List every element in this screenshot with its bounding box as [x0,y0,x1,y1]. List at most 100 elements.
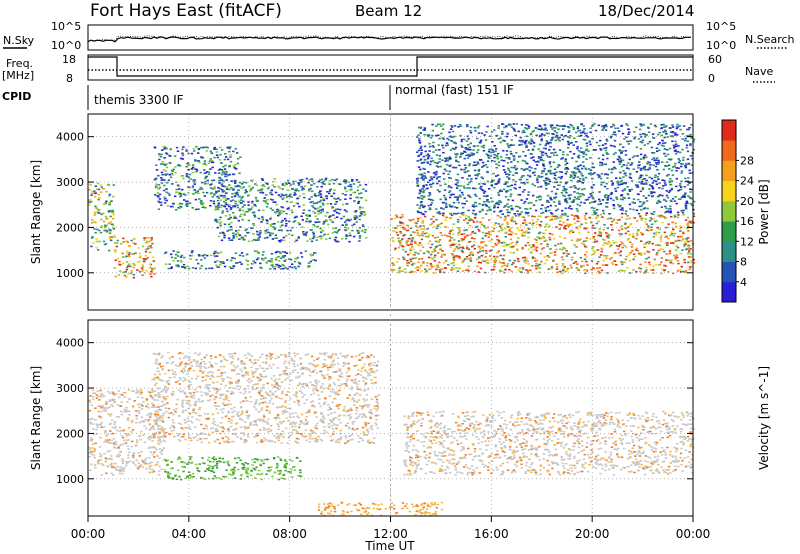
echo-cell [687,195,690,197]
echo-cell [118,264,122,266]
echo-cell [652,249,655,251]
echo-cell [335,240,338,243]
echo-cell [406,243,409,246]
echo-cell [485,213,488,215]
echo-cell [328,190,331,192]
echo-cell [155,449,158,451]
echo-cell [606,227,609,229]
echo-cell [93,190,96,192]
echo-cell [521,191,525,193]
echo-cell [399,221,402,223]
echo-cell [210,267,214,270]
colorbar-segment [722,221,736,242]
echo-cell [88,189,91,191]
echo-cell [273,222,276,225]
echo-cell [487,236,490,238]
echo-cell [145,467,148,470]
echo-cell [418,173,421,176]
echo-cell [630,180,634,182]
freq-tick-top: 18 [62,53,76,66]
echo-cell [480,132,484,135]
echo-cell [168,173,171,176]
echo-cell [624,210,628,212]
echo-cell [349,185,353,188]
echo-cell [631,201,634,204]
echo-cell [625,167,629,169]
echo-cell [421,246,425,249]
echo-cell [658,131,661,134]
echo-cell [575,160,578,163]
echo-cell [522,257,525,259]
echo-cell [510,153,513,155]
echo-cell [115,443,118,446]
echo-cell [422,225,425,227]
echo-cell [357,232,360,234]
echo-cell [270,253,274,255]
echo-cell [141,266,145,268]
echo-cell [125,461,128,463]
echo-cell [550,190,554,193]
echo-cell [527,263,530,265]
echo-cell [691,220,694,222]
echo-cell [339,199,342,201]
echo-cell [655,244,658,246]
echo-cell [629,251,632,254]
echo-cell [223,185,226,188]
echo-cell [222,200,226,203]
echo-cell [481,203,484,206]
echo-cell [469,180,473,182]
echo-cell [148,456,151,459]
echo-cell [552,126,556,129]
echo-cell [689,253,692,255]
echo-cell [323,220,326,223]
echo-cell [591,214,594,216]
echo-cell [572,172,575,175]
echo-cell [104,410,108,412]
echo-cell [525,124,528,126]
echo-cell [260,178,264,180]
echo-cell [181,152,184,155]
echo-cell [443,271,446,274]
echo-cell [493,266,496,268]
echo-cell [344,180,348,183]
echo-cell [615,177,618,179]
echo-cell [323,233,326,236]
echo-cell [158,193,162,196]
echo-cell [282,236,285,239]
echo-cell [562,214,565,217]
echo-cell [127,397,131,400]
echo-cell [526,124,529,127]
echo-cell [209,184,212,186]
echo-cell [129,460,132,463]
echo-cell [627,225,631,228]
echo-cell [119,270,122,272]
echo-cell [643,271,647,274]
echo-cell [450,269,453,271]
echo-cell [119,466,122,468]
echo-cell [107,390,110,393]
echo-cell [621,198,624,201]
echo-cell [614,190,618,192]
echo-cell [533,174,537,176]
echo-cell [191,166,195,169]
echo-cell [93,228,96,230]
echo-cell [545,179,548,181]
echo-cell [150,270,153,273]
echo-cell [413,257,416,260]
echo-cell [481,260,484,262]
echo-cell [476,251,480,254]
echo-cell [535,164,539,166]
echo-cell [154,194,157,196]
echo-cell [316,209,319,212]
echo-cell [684,192,687,194]
echo-cell [496,238,499,241]
echo-cell [305,218,309,220]
echo-cell [687,240,690,243]
echo-cell [359,215,362,217]
echo-cell [221,173,224,176]
echo-cell [417,196,420,199]
echo-cell [419,147,422,149]
echo-cell [477,271,480,273]
echo-cell [246,260,249,262]
echo-cell [692,258,695,261]
